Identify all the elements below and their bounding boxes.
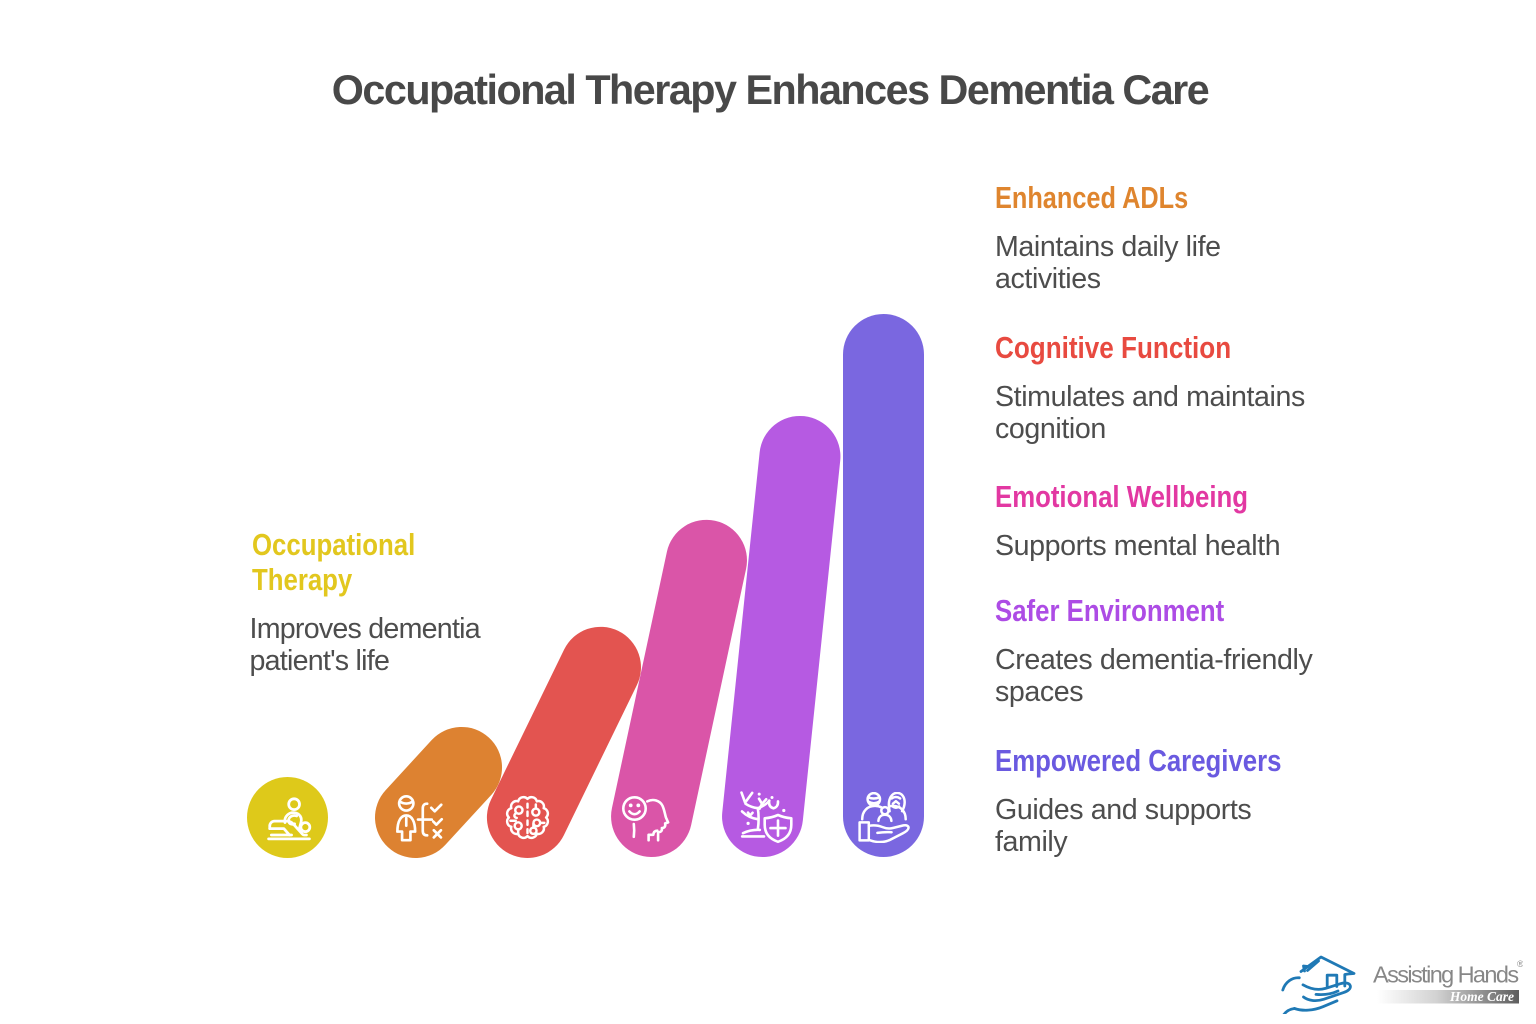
svg-text:®: ® — [1517, 959, 1523, 969]
svg-text:Home Care: Home Care — [1449, 989, 1514, 1004]
svg-text:Assisting Hands: Assisting Hands — [1373, 962, 1518, 988]
